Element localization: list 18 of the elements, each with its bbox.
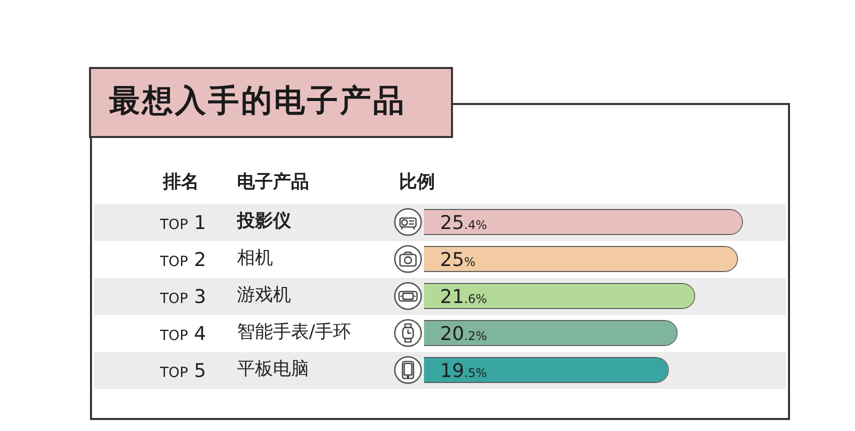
chart-title: 最想入手的电子产品 bbox=[109, 83, 406, 119]
text: TOP 1 bbox=[159, 212, 206, 234]
x-axis-title: 比例 bbox=[399, 172, 435, 192]
y-axis-title: 电子产品 bbox=[237, 172, 309, 192]
y-tick-label: 智能手表/手环 bbox=[237, 322, 352, 343]
text: TOP 5 bbox=[159, 360, 206, 382]
data-label: 19.5% bbox=[440, 360, 488, 382]
data-label: 20.2% bbox=[440, 323, 488, 345]
data-label: 25% bbox=[440, 249, 476, 271]
text: TOP 2 bbox=[159, 249, 206, 271]
text: 排名 bbox=[162, 172, 199, 192]
data-label: 21.6% bbox=[440, 286, 488, 308]
text: TOP 3 bbox=[159, 286, 206, 308]
y-tick-label: 游戏机 bbox=[237, 284, 291, 306]
y-tick-label: 平板电脑 bbox=[237, 358, 309, 380]
text: TOP 4 bbox=[159, 323, 206, 345]
data-label: 25.4% bbox=[440, 212, 488, 234]
y-tick-label: 相机 bbox=[237, 248, 273, 269]
